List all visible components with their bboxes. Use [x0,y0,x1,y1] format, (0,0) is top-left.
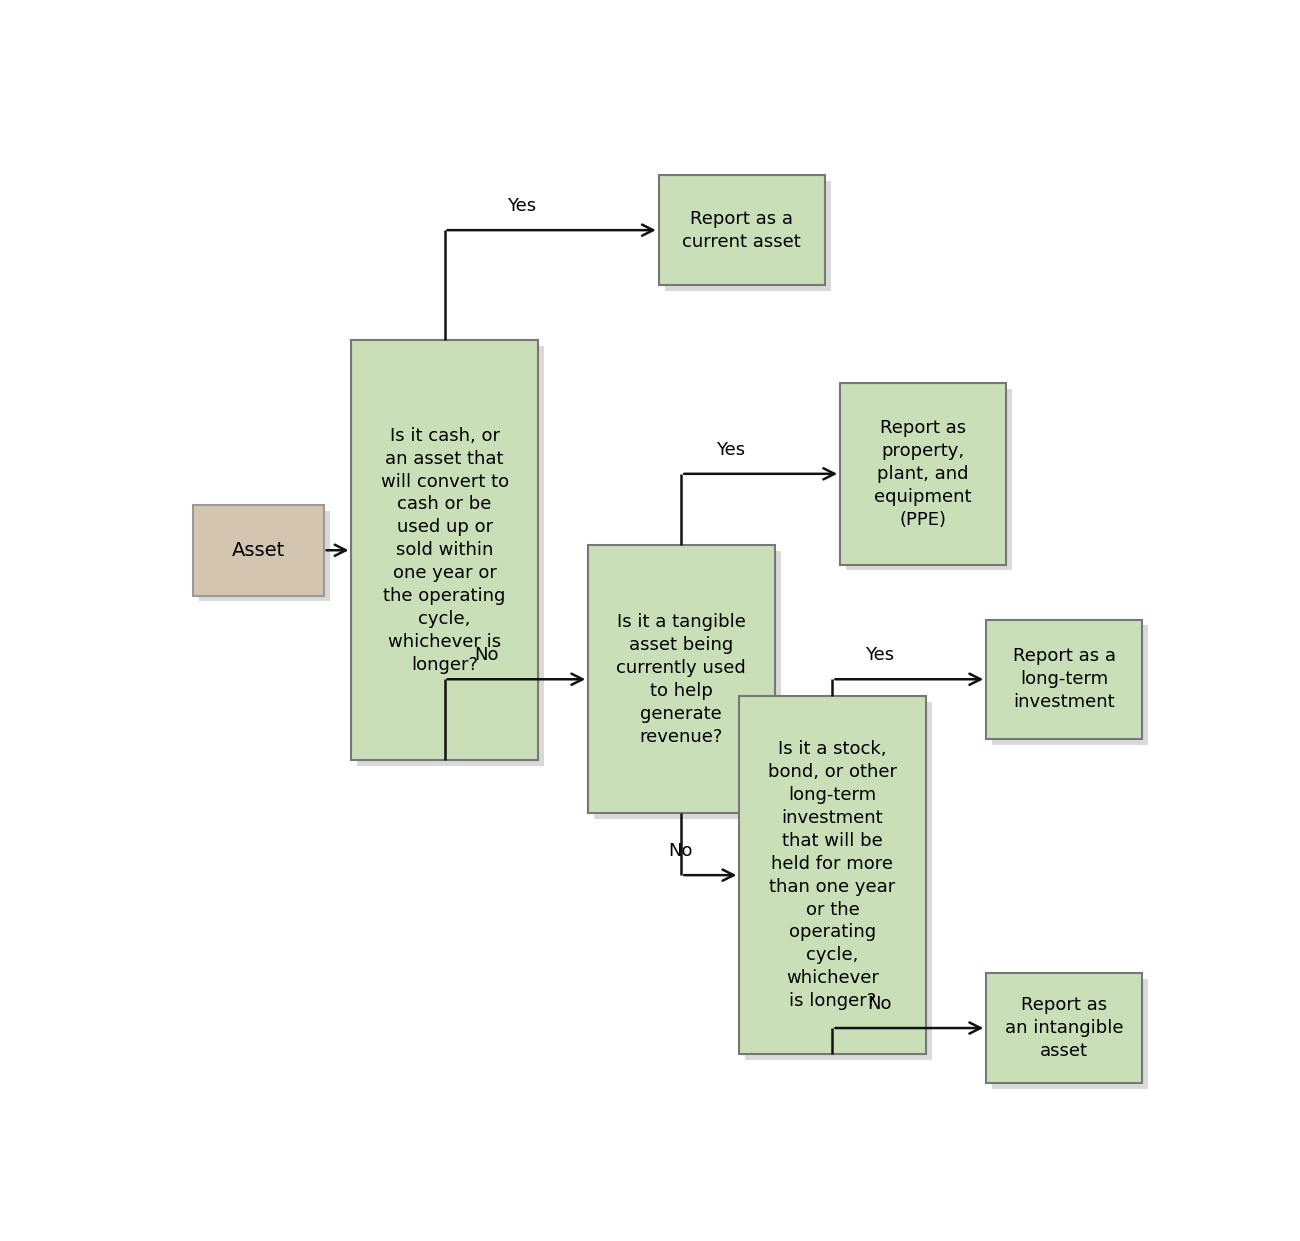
FancyBboxPatch shape [659,175,826,285]
FancyBboxPatch shape [664,181,831,290]
FancyBboxPatch shape [987,619,1143,738]
Text: Is it a stock,
bond, or other
long-term
investment
that will be
held for more
th: Is it a stock, bond, or other long-term … [768,740,897,1010]
Text: Report as a
long-term
investment: Report as a long-term investment [1013,648,1115,711]
FancyBboxPatch shape [745,701,932,1060]
Text: Report as
an intangible
asset: Report as an intangible asset [1005,997,1123,1060]
FancyBboxPatch shape [992,979,1148,1088]
FancyBboxPatch shape [740,696,926,1055]
FancyBboxPatch shape [358,346,543,766]
Text: Yes: Yes [864,647,893,664]
Text: Is it a tangible
asset being
currently used
to help
generate
revenue?: Is it a tangible asset being currently u… [616,613,746,746]
FancyBboxPatch shape [594,551,780,819]
FancyBboxPatch shape [351,340,538,761]
FancyBboxPatch shape [199,510,330,602]
Text: No: No [668,843,693,860]
Text: No: No [867,995,892,1013]
FancyBboxPatch shape [192,505,324,596]
FancyBboxPatch shape [840,383,1006,565]
Text: Yes: Yes [507,197,536,215]
FancyBboxPatch shape [846,388,1013,571]
FancyBboxPatch shape [987,973,1143,1083]
Text: Asset: Asset [231,541,285,560]
Text: Report as
property,
plant, and
equipment
(PPE): Report as property, plant, and equipment… [875,419,972,529]
Text: No: No [474,647,498,664]
FancyBboxPatch shape [588,546,775,813]
FancyBboxPatch shape [992,625,1148,745]
Text: Is it cash, or
an asset that
will convert to
cash or be
used up or
sold within
o: Is it cash, or an asset that will conver… [381,427,508,674]
Text: Report as a
current asset: Report as a current asset [682,210,801,251]
Text: Yes: Yes [716,441,745,459]
